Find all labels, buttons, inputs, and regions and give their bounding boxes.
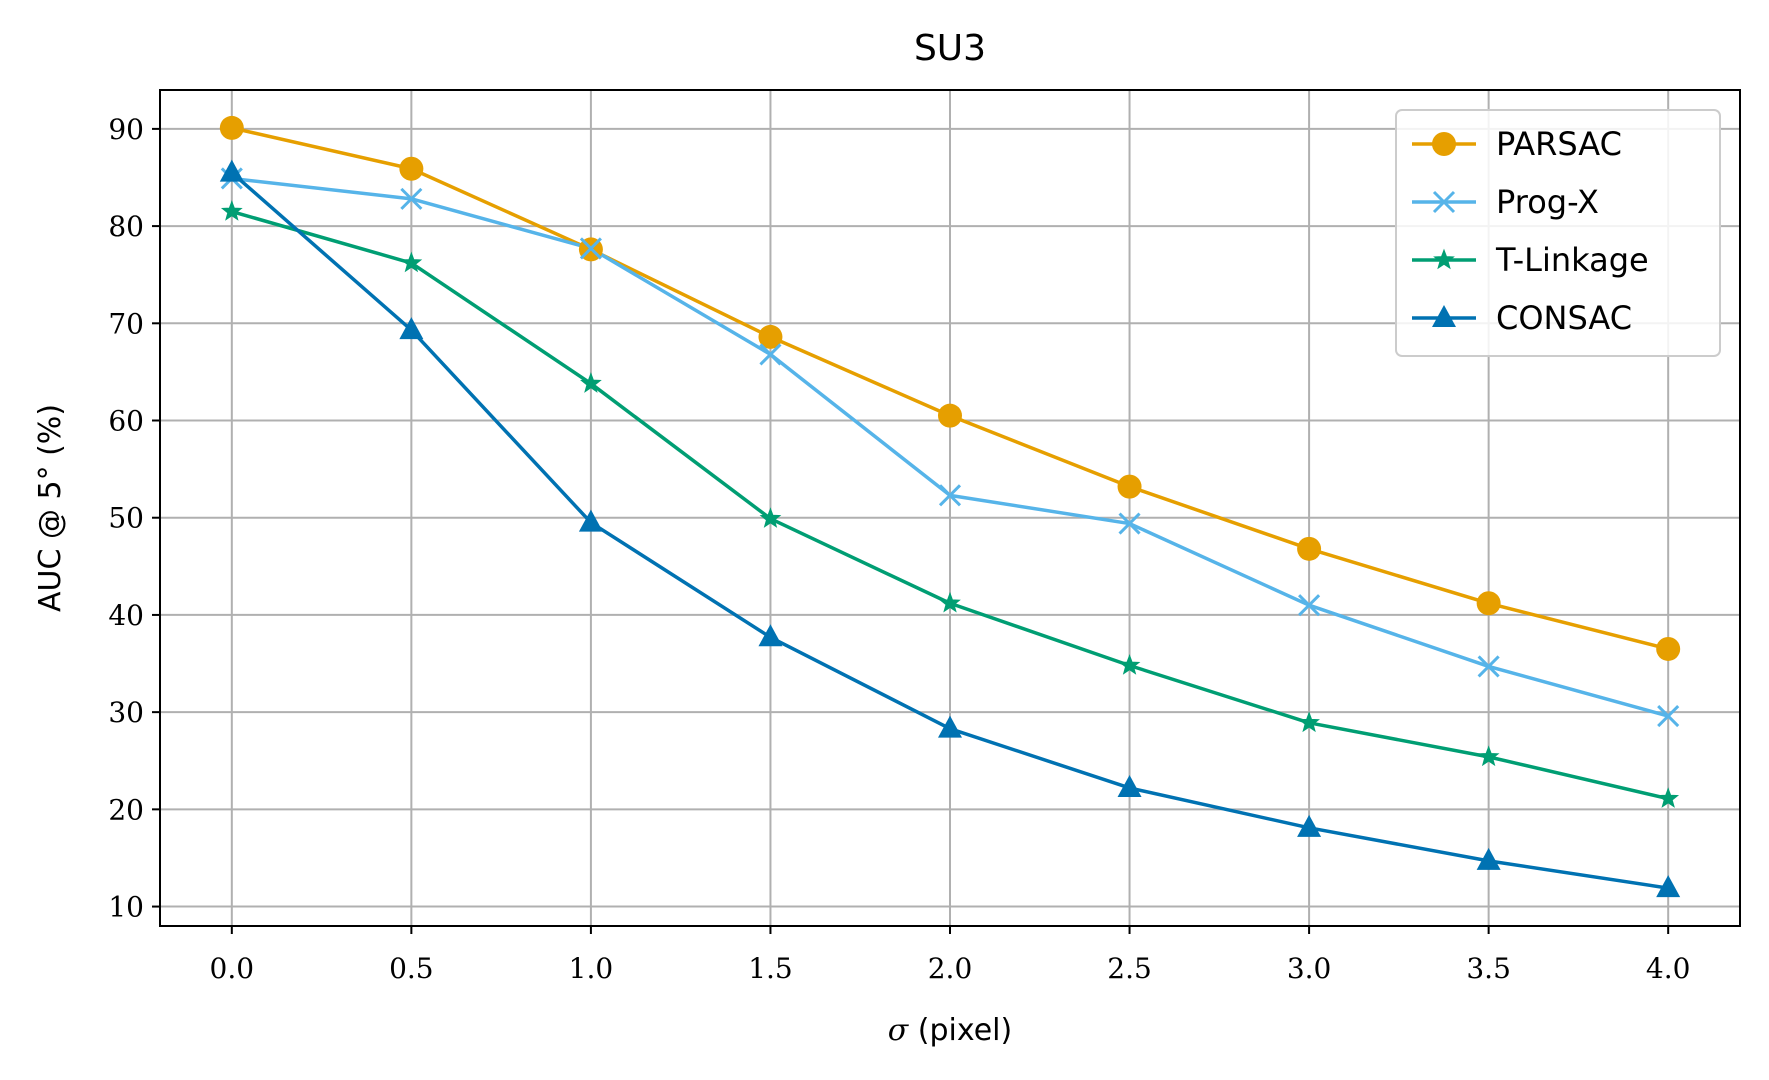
data-point-prog-x [400, 187, 423, 210]
data-point-prog-x [1118, 512, 1141, 535]
x-tick-label: 2.0 [928, 952, 973, 985]
data-point-consac [578, 509, 603, 532]
data-point-prog-x [1657, 704, 1680, 728]
legend-marker-consac [1432, 305, 1456, 327]
y-tick-label: 40 [108, 599, 144, 632]
x-tick-label: 3.0 [1287, 952, 1332, 985]
data-point-consac [938, 715, 962, 738]
x-axis-symbol: σ [888, 1013, 910, 1048]
series-markers [219, 115, 1681, 898]
x-axis-unit: (pixel) [908, 1013, 1012, 1048]
y-tick-label: 70 [108, 307, 144, 340]
data-point-t-linkage [400, 251, 423, 273]
y-tick-label: 50 [108, 502, 144, 535]
data-point-consac [758, 624, 783, 647]
data-point-t-linkage [1298, 711, 1320, 733]
y-axis-label: AUC @ 5° (%) [33, 404, 68, 612]
data-point-parsac [1297, 536, 1322, 561]
data-point-consac [1117, 774, 1142, 797]
data-point-prog-x [1298, 594, 1321, 617]
data-point-t-linkage [1118, 654, 1141, 675]
data-point-prog-x [1477, 655, 1500, 678]
x-tick-label: 0.0 [210, 952, 255, 985]
y-axis-ticks: 10 20 30 40 50 60 70 80 90 [108, 113, 160, 924]
data-point-t-linkage [1657, 787, 1680, 808]
data-point-parsac [938, 403, 962, 428]
legend-label-parsac: PARSAC [1496, 125, 1622, 163]
data-point-parsac [219, 115, 244, 140]
y-tick-label: 60 [108, 405, 144, 438]
y-tick-label: 10 [108, 891, 144, 924]
data-point-consac [219, 159, 244, 182]
data-point-consac [399, 317, 424, 340]
data-point-consac [1297, 814, 1322, 837]
data-point-t-linkage [1477, 745, 1500, 767]
data-point-consac [1656, 875, 1681, 898]
data-point-parsac [1476, 591, 1501, 616]
y-tick-label: 80 [108, 210, 144, 243]
x-axis-ticks: 0.0 0.5 1.0 1.5 2.0 2.5 3.0 3.5 4.0 [210, 926, 1691, 985]
data-point-parsac [758, 324, 783, 349]
legend-marker-t-linkage [1433, 248, 1455, 270]
data-point-consac [1476, 847, 1501, 870]
x-tick-label: 3.5 [1466, 952, 1511, 985]
data-point-t-linkage [220, 200, 243, 221]
y-tick-label: 90 [108, 113, 144, 146]
data-point-prog-x [579, 237, 602, 260]
data-point-prog-x [938, 484, 962, 507]
x-tick-label: 0.5 [389, 952, 434, 985]
data-point-t-linkage [939, 591, 961, 613]
data-point-t-linkage [580, 372, 602, 393]
legend-box [1395, 109, 1721, 357]
data-point-parsac [1117, 474, 1142, 499]
legend-marker-prog-x [1432, 190, 1456, 214]
legend: PARSAC Prog-X T-Linkage CONSAC [1395, 109, 1721, 357]
data-point-parsac [1656, 636, 1681, 661]
y-tick-label: 30 [108, 696, 144, 729]
x-tick-label: 2.5 [1107, 952, 1152, 985]
legend-label-t-linkage: T-Linkage [1495, 241, 1649, 279]
legend-label-prog-x: Prog-X [1496, 183, 1599, 221]
y-tick-label: 20 [108, 793, 144, 826]
legend-marker-parsac [1432, 132, 1456, 156]
x-tick-label: 1.5 [748, 952, 793, 985]
data-point-prog-x [759, 343, 782, 366]
data-point-t-linkage [759, 507, 782, 528]
data-point-parsac [399, 156, 424, 181]
x-axis-label: σ (pixel) [888, 1013, 1012, 1048]
x-tick-label: 4.0 [1646, 952, 1691, 985]
chart-title: SU3 [914, 28, 986, 69]
x-tick-label: 1.0 [569, 952, 614, 985]
legend-label-consac: CONSAC [1496, 299, 1632, 337]
